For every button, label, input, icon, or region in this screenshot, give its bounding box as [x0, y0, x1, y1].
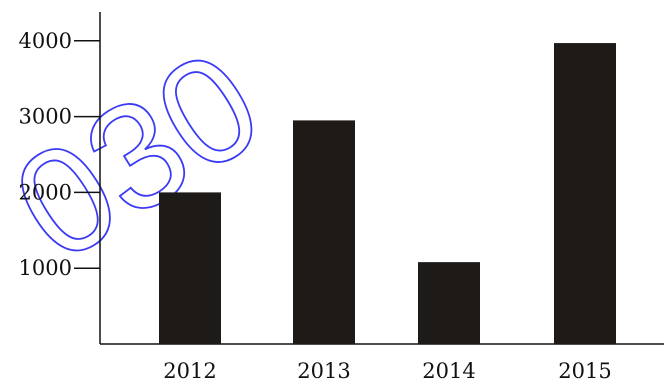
x-tick-labels: 2012 2013 2014 2015	[163, 359, 611, 383]
bar-2014	[418, 262, 480, 344]
bar-2012	[159, 192, 221, 344]
watermark: 030	[0, 18, 288, 293]
x-tick-label: 2014	[422, 359, 475, 383]
y-tick-label: 3000	[19, 105, 72, 129]
x-tick-label: 2013	[297, 359, 350, 383]
y-ticks: 1000 2000 3000 4000	[19, 29, 100, 280]
bar-2015	[554, 43, 616, 344]
x-tick-label: 2015	[558, 359, 611, 383]
x-tick-label: 2012	[163, 359, 216, 383]
bar-2013	[293, 120, 355, 344]
y-tick-label: 1000	[19, 256, 72, 280]
y-tick-label: 2000	[19, 180, 72, 204]
bars	[159, 43, 616, 344]
y-tick-label: 4000	[19, 29, 72, 53]
